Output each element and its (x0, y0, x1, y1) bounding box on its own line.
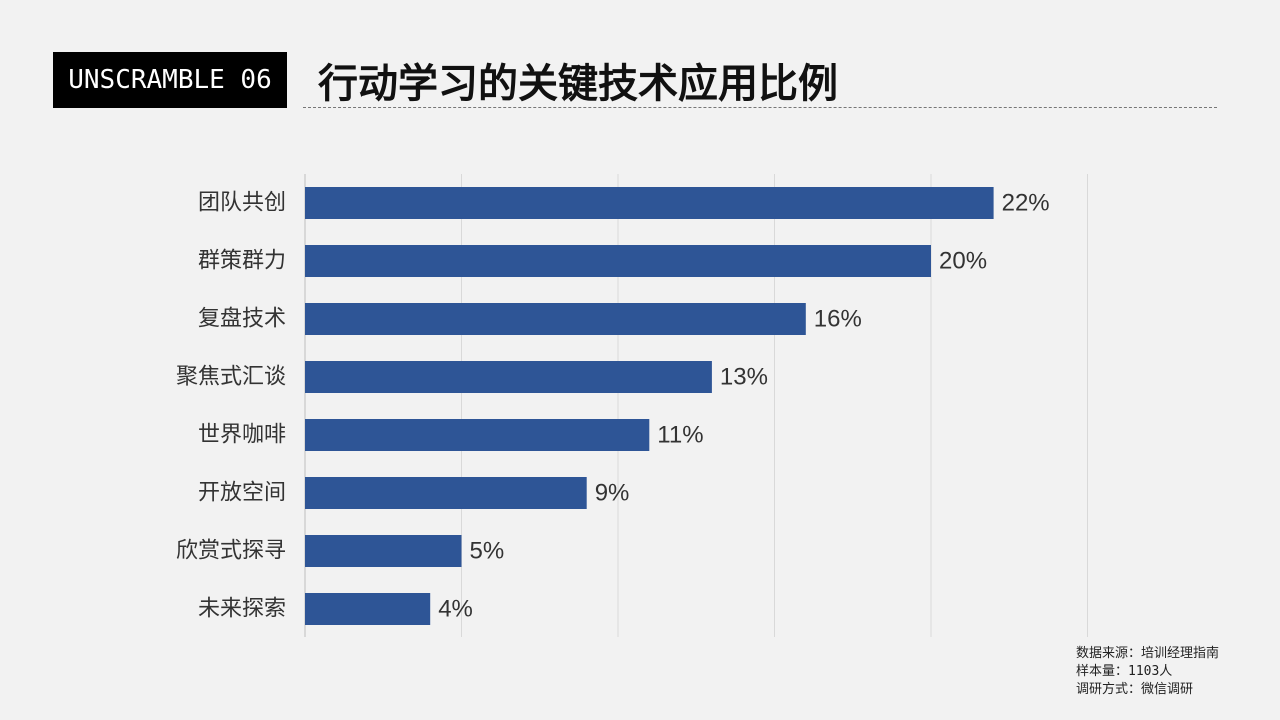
bar (305, 245, 931, 277)
bar (305, 535, 462, 567)
bar (305, 303, 806, 335)
bar (305, 477, 587, 509)
value-label: 16% (814, 306, 862, 333)
value-label: 11% (657, 422, 703, 449)
category-label: 开放空间 (198, 481, 286, 506)
bar (305, 593, 431, 625)
category-label: 聚焦式汇谈 (176, 365, 286, 390)
category-label: 未来探索 (198, 597, 286, 622)
category-label: 欣赏式探寻 (176, 539, 286, 564)
value-label: 22% (1002, 190, 1050, 217)
value-label: 9% (595, 480, 630, 507)
category-label: 复盘技术 (198, 307, 286, 332)
category-label: 团队共创 (198, 191, 286, 216)
bar (305, 361, 712, 393)
survey-method-note: 调研方式：微信调研 (1076, 682, 1194, 697)
bar (305, 419, 650, 451)
page-title: 行动学习的关键技术应用比例 (318, 61, 838, 107)
data-source-note: 数据来源：培训经理指南 (1076, 646, 1220, 661)
category-label: 世界咖啡 (198, 423, 286, 448)
value-label: 4% (438, 596, 473, 623)
title-divider (303, 107, 1217, 108)
bar (305, 187, 994, 219)
category-label: 群策群力 (198, 249, 286, 274)
section-badge: UNSCRAMBLE 06 (53, 52, 287, 108)
chart-footnote: 数据来源：培训经理指南 样本量：1103人 调研方式：微信调研 (1076, 645, 1219, 699)
sample-size-note: 样本量：1103人 (1076, 664, 1173, 679)
section-badge-label: UNSCRAMBLE 06 (68, 65, 272, 95)
value-label: 13% (720, 364, 768, 391)
value-label: 20% (939, 248, 987, 275)
value-label: 5% (470, 538, 505, 565)
